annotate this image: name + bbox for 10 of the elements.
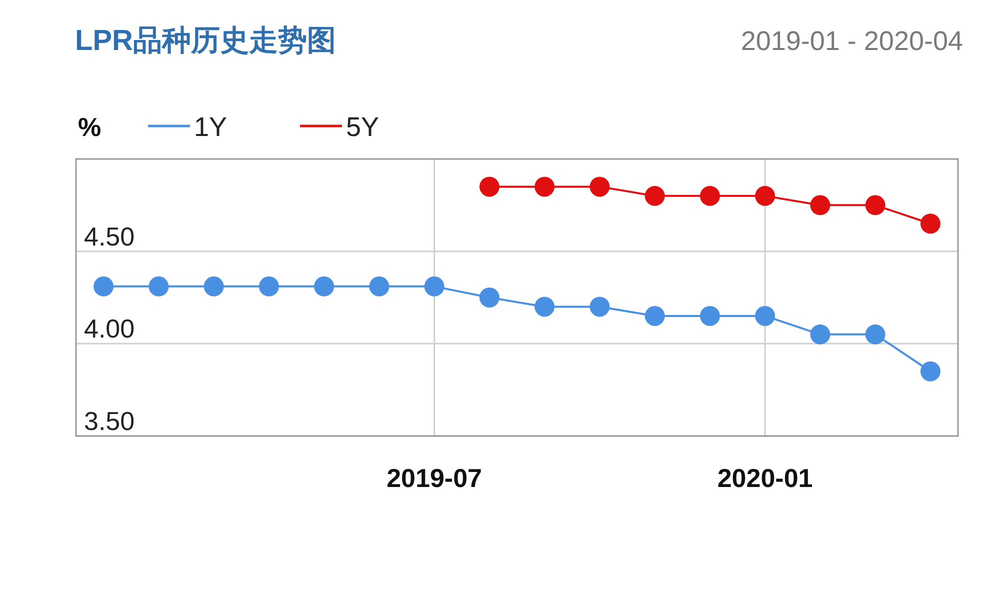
x-tick-label: 2019-07 [386, 463, 482, 493]
y-tick-label: 4.00 [84, 314, 135, 344]
y-tick-label: 3.50 [84, 406, 135, 436]
x-tick-label: 2020-01 [717, 463, 813, 493]
y-axis-title: % [78, 112, 102, 142]
legend-label: 5Y [346, 112, 380, 142]
y-tick-label: 4.50 [84, 221, 135, 252]
chart-title: LPR品种历史走势图 [75, 25, 336, 57]
chart-subtitle: 2019-01 - 2020-04 [740, 26, 963, 56]
legend-label: 1Y [194, 112, 228, 142]
